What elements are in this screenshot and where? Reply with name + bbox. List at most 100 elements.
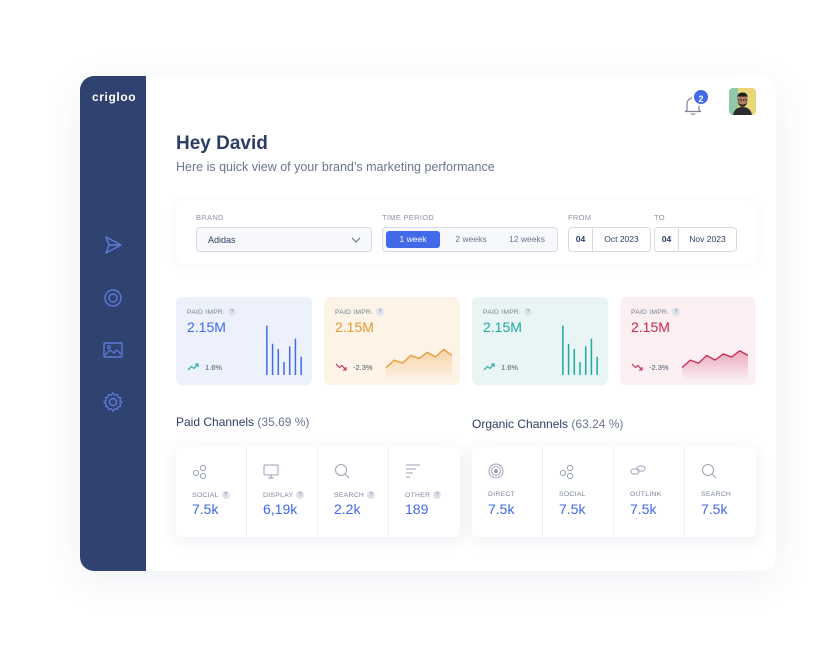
channel-label-text: SOCIAL — [192, 491, 219, 499]
stat-change: 1.6% — [205, 363, 223, 372]
stat-value: 2.15M — [187, 319, 226, 335]
social-icon — [192, 464, 207, 479]
trend-down-icon — [631, 363, 643, 371]
other-icon — [406, 464, 420, 478]
stat-card-paid-impressions[interactable]: PAID IMPR. ? 2.15M -2.3% — [620, 297, 756, 385]
from-day: 04 — [569, 228, 593, 251]
notification-badge: 2 — [692, 88, 710, 106]
help-icon[interactable]: ? — [367, 491, 376, 499]
organic-channel-social[interactable]: SOCIAL 7.5k — [543, 447, 614, 537]
to-day: 04 — [655, 228, 679, 251]
organic-channels-title: Organic Channels — [472, 417, 569, 431]
channel-label: DIRECT — [488, 491, 515, 498]
channel-label: SOCIAL? — [192, 491, 230, 499]
channel-value: 7.5k — [488, 501, 515, 517]
paid-channel-search[interactable]: SEARCH? 2.2k — [318, 447, 389, 537]
period-option-2-weeks[interactable]: 2 weeks — [455, 234, 487, 244]
from-label: FROM — [568, 213, 592, 222]
channel-label-text: SEARCH — [334, 491, 365, 499]
sidebar: crigloo — [80, 76, 146, 571]
dashboard-window: crigloo 2 Hey David Here is qui — [80, 76, 776, 571]
paid-channels-percent: (35.69 %) — [257, 415, 310, 429]
page-title: Hey David — [176, 133, 268, 154]
trend-up-icon — [483, 363, 495, 371]
stat-card-paid-impressions[interactable]: PAID IMPR. ? 2.15M 1.6% — [472, 297, 608, 385]
channel-value: 7.5k — [630, 501, 657, 517]
channel-label: SOCIAL — [559, 491, 586, 498]
chevron-down-icon — [351, 237, 361, 243]
from-month-year: Oct 2023 — [604, 234, 639, 244]
help-icon[interactable]: ? — [376, 308, 384, 316]
search-icon — [335, 464, 350, 479]
to-month-year: Nov 2023 — [689, 234, 726, 244]
from-date-picker[interactable]: 04 Oct 2023 — [568, 227, 651, 252]
help-icon[interactable]: ? — [672, 308, 680, 316]
stat-change: -2.3% — [649, 363, 669, 372]
paid-channel-display[interactable]: DISPLAY? 6,19k — [247, 447, 318, 537]
organic-channel-outlink[interactable]: OUTLINK 7.5k — [614, 447, 685, 537]
social-icon — [559, 464, 574, 479]
stat-label: PAID IMPR. — [631, 309, 670, 316]
period-option-12-weeks[interactable]: 12 weeks — [509, 234, 545, 244]
channel-label-text: OTHER — [405, 491, 431, 499]
to-label: TO — [654, 213, 665, 222]
stat-sparkline-chart — [562, 325, 598, 375]
organic-channels-panel: DIRECT 7.5k SOCIAL 7.5k OUTLINK 7.5k SEARCH 7.5… — [472, 447, 756, 537]
channel-value: 189 — [405, 501, 429, 517]
channel-label-text: SOCIAL — [559, 491, 586, 498]
send-icon[interactable] — [102, 234, 124, 256]
channel-label-text: DISPLAY — [263, 491, 294, 499]
organic-channel-search[interactable]: SEARCH 7.5k — [685, 447, 756, 537]
to-date-picker[interactable]: 04 Nov 2023 — [654, 227, 737, 252]
channel-value: 6,19k — [263, 501, 298, 517]
channel-label: DISPLAY? — [263, 491, 305, 499]
target-icon[interactable] — [102, 287, 124, 309]
chart-line — [682, 350, 748, 369]
page-subtitle: Here is quick view of your brand’s marke… — [176, 160, 495, 174]
stat-change: 1.6% — [501, 363, 519, 372]
brand-select[interactable]: Adidas — [196, 227, 372, 252]
stat-sparkline-chart — [266, 325, 302, 375]
channel-label: OTHER? — [405, 491, 442, 499]
paid-channels-heading: Paid Channels (35.69 %) — [176, 415, 309, 429]
help-icon[interactable]: ? — [433, 491, 442, 499]
stat-card-paid-impressions[interactable]: PAID IMPR. ? 2.15M 1.6% — [176, 297, 312, 385]
channel-label-text: OUTLINK — [630, 491, 662, 498]
help-icon[interactable]: ? — [221, 491, 230, 499]
time-period-label: TIME PERIOD — [382, 213, 435, 222]
trend-up-icon — [187, 363, 199, 371]
paid-channels-panel: SOCIAL? 7.5k DISPLAY? 6,19k SEARCH? 2.2k OTHER… — [176, 447, 460, 537]
stat-label: PAID IMPR. — [483, 309, 522, 316]
app-logo[interactable]: crigloo — [92, 90, 137, 104]
organic-channel-direct[interactable]: DIRECT 7.5k — [472, 447, 543, 537]
help-icon[interactable]: ? — [228, 308, 236, 316]
brand-label: BRAND — [196, 213, 224, 222]
organic-channels-heading: Organic Channels (63.24 %) — [472, 417, 623, 431]
paid-channel-social[interactable]: SOCIAL? 7.5k — [176, 447, 247, 537]
stat-area-chart — [386, 348, 452, 381]
channel-label-text: SEARCH — [701, 491, 732, 498]
image-icon[interactable] — [102, 339, 124, 361]
paid-channels-title: Paid Channels — [176, 415, 255, 429]
channel-value: 7.5k — [701, 501, 728, 517]
help-icon[interactable]: ? — [296, 491, 305, 499]
stat-label: PAID IMPR. — [187, 309, 226, 316]
help-icon[interactable]: ? — [524, 308, 532, 316]
user-avatar[interactable] — [729, 88, 756, 115]
chart-line — [386, 348, 452, 369]
time-period-toggle: 1 week 2 weeks 12 weeks — [382, 227, 558, 252]
stat-change: -2.3% — [353, 363, 373, 372]
settings-gear-icon[interactable] — [102, 391, 124, 413]
brand-selected-value: Adidas — [208, 235, 236, 245]
stat-area-chart — [682, 350, 748, 381]
period-option-1-week[interactable]: 1 week — [386, 231, 440, 248]
stat-value: 2.15M — [631, 319, 670, 335]
paid-channel-other[interactable]: OTHER? 189 — [389, 447, 460, 537]
chart-area-fill — [682, 350, 748, 381]
channel-value: 2.2k — [334, 501, 361, 517]
channel-label-text: DIRECT — [488, 491, 516, 498]
stat-card-paid-impressions[interactable]: PAID IMPR. ? 2.15M -2.3% — [324, 297, 460, 385]
channel-label: SEARCH? — [334, 491, 376, 499]
outlink-icon — [630, 465, 646, 475]
channel-value: 7.5k — [559, 501, 586, 517]
